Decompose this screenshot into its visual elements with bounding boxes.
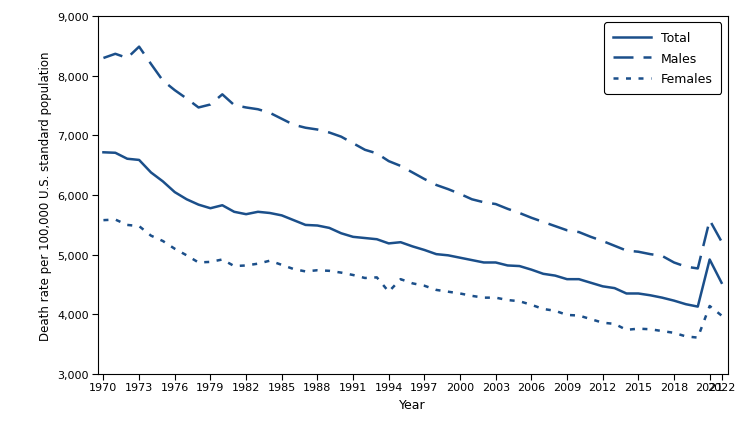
Males [515,211,524,216]
Males [693,266,702,271]
Line: Males: Males [104,48,722,269]
Males [99,56,108,61]
Males [479,200,488,206]
Females [111,218,120,223]
Females [586,317,596,322]
Total [646,293,655,298]
Line: Females: Females [104,220,722,338]
Y-axis label: Death rate per 100,000 U.S. standard population: Death rate per 100,000 U.S. standard pop… [39,51,52,340]
Males [134,45,143,50]
Females [479,295,488,301]
Line: Total: Total [104,153,722,307]
Total [266,211,274,216]
Males [717,240,726,245]
Total [491,260,500,265]
Females [693,335,702,341]
Males [586,235,596,240]
Females [278,263,286,268]
Males [467,197,476,203]
Total [717,280,726,286]
Females [717,313,726,318]
Total [693,304,702,310]
Legend: Total, Males, Females: Total, Males, Females [604,24,722,95]
Females [503,298,512,303]
Total [467,258,476,263]
X-axis label: Year: Year [399,398,426,411]
Males [503,207,512,212]
Females [515,299,524,304]
Total [99,150,108,156]
Females [99,218,108,223]
Females [467,294,476,299]
Males [278,117,286,122]
Total [574,277,584,282]
Total [455,255,464,261]
